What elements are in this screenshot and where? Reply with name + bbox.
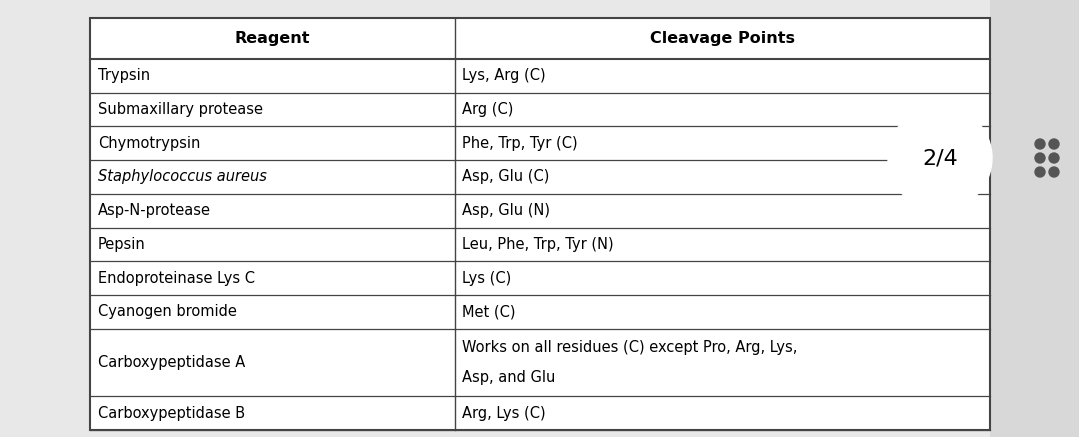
Text: Endoproteinase Lys C: Endoproteinase Lys C	[98, 271, 255, 286]
Text: Reagent: Reagent	[234, 31, 310, 46]
Text: Phe, Trp, Tyr (C): Phe, Trp, Tyr (C)	[463, 136, 578, 151]
Bar	[90, 93, 991, 126]
Text: Met (C): Met (C)	[463, 305, 516, 319]
Circle shape	[1035, 167, 1044, 177]
Text: Lys, Arg (C): Lys, Arg (C)	[463, 68, 546, 83]
Text: Asp, and Glu: Asp, and Glu	[463, 370, 556, 385]
Text: Lys (C): Lys (C)	[463, 271, 511, 286]
Bar	[90, 18, 991, 430]
Bar	[90, 59, 991, 93]
Bar	[90, 194, 991, 228]
Text: Trypsin: Trypsin	[98, 68, 150, 83]
Text: Arg, Lys (C): Arg, Lys (C)	[463, 406, 546, 421]
Text: Staphylococcus aureus: Staphylococcus aureus	[98, 170, 267, 184]
Bar	[90, 329, 991, 396]
Circle shape	[1049, 153, 1058, 163]
Circle shape	[1035, 153, 1044, 163]
Bar	[991, 0, 1079, 437]
Bar	[90, 228, 991, 261]
Circle shape	[1049, 167, 1058, 177]
Text: Carboxypeptidase A: Carboxypeptidase A	[98, 355, 245, 370]
Text: Cleavage Points: Cleavage Points	[650, 31, 795, 46]
Text: Submaxillary protease: Submaxillary protease	[98, 102, 263, 117]
Text: Pepsin: Pepsin	[98, 237, 146, 252]
Bar	[90, 396, 991, 430]
Text: 2/4: 2/4	[923, 148, 958, 168]
Text: Asp, Glu (N): Asp, Glu (N)	[463, 203, 550, 218]
Bar	[90, 18, 991, 59]
Text: Chymotrypsin: Chymotrypsin	[98, 136, 201, 151]
Bar	[90, 126, 991, 160]
Bar	[90, 261, 991, 295]
Text: Asp-N-protease: Asp-N-protease	[98, 203, 211, 218]
Text: Asp, Glu (C): Asp, Glu (C)	[463, 170, 550, 184]
Text: Arg (C): Arg (C)	[463, 102, 514, 117]
Text: Leu, Phe, Trp, Tyr (N): Leu, Phe, Trp, Tyr (N)	[463, 237, 614, 252]
Bar	[90, 295, 991, 329]
Circle shape	[1049, 139, 1058, 149]
Text: Carboxypeptidase B: Carboxypeptidase B	[98, 406, 245, 421]
Circle shape	[1035, 139, 1044, 149]
Bar	[90, 160, 991, 194]
Circle shape	[888, 106, 992, 210]
Text: Works on all residues (C) except Pro, Arg, Lys,: Works on all residues (C) except Pro, Ar…	[463, 340, 797, 355]
Bar	[90, 18, 991, 430]
Text: Cyanogen bromide: Cyanogen bromide	[98, 305, 237, 319]
